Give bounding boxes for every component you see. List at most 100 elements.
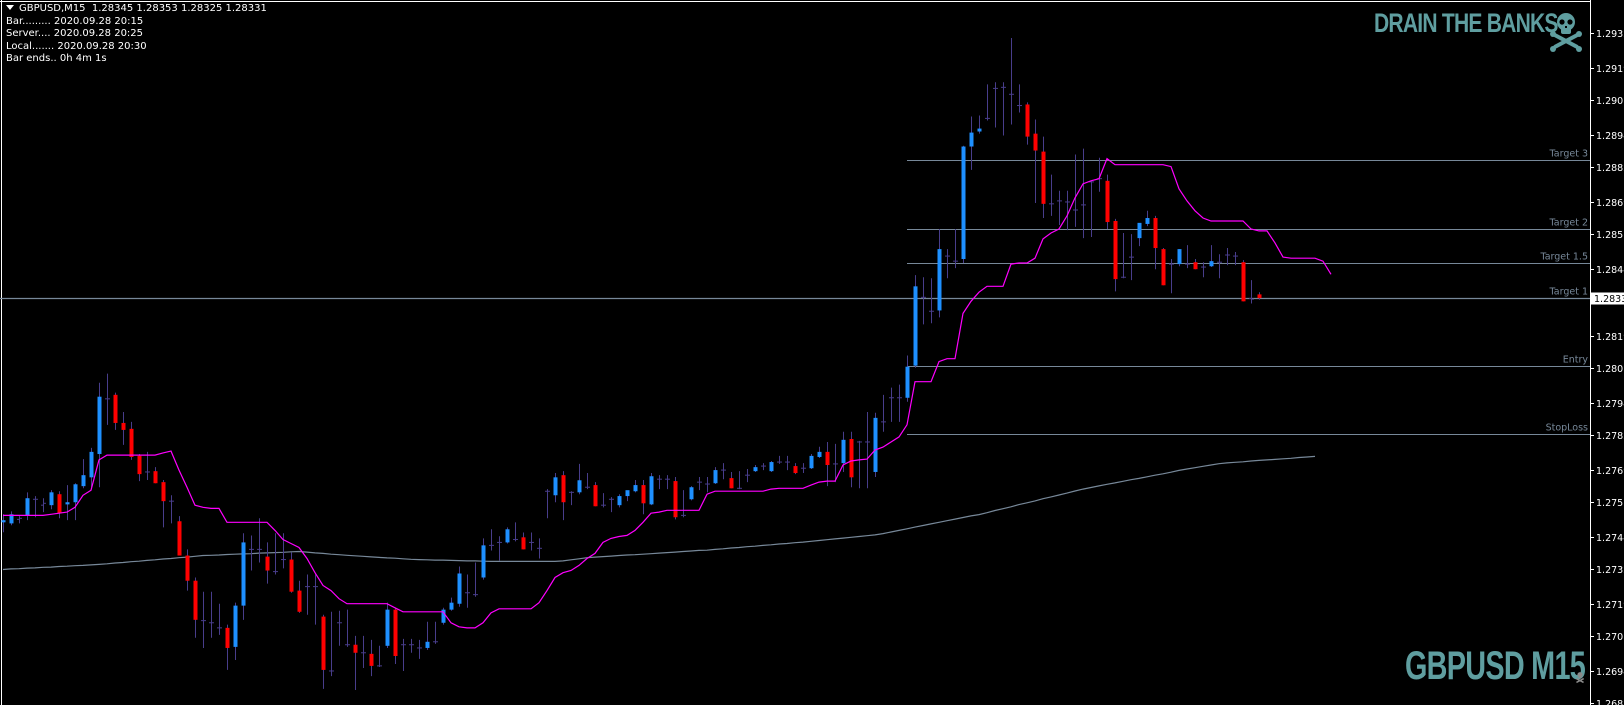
candle xyxy=(369,639,374,677)
candle xyxy=(729,471,734,489)
candle xyxy=(1153,215,1158,270)
bear-candle-body xyxy=(1241,262,1246,302)
candle xyxy=(897,384,902,422)
bar-time: Bar......... 2020.09.28 20:15 xyxy=(6,15,144,27)
bull-candle-body xyxy=(913,286,918,366)
candle xyxy=(177,516,182,556)
candle xyxy=(305,574,310,615)
candle xyxy=(1233,252,1238,266)
bull-candle-body xyxy=(689,487,694,500)
symbol-row[interactable]: GBPUSD,M15 1.28345 1.28353 1.28325 1.283… xyxy=(6,3,267,16)
candle xyxy=(601,493,606,508)
candle xyxy=(593,482,598,507)
skull-small-icon xyxy=(1575,672,1585,684)
candle xyxy=(1137,222,1142,247)
bull-candle-body xyxy=(769,462,774,472)
bull-candle-body xyxy=(625,490,630,497)
candle xyxy=(1169,259,1174,294)
candle xyxy=(441,607,446,625)
level-label: StopLoss xyxy=(1546,423,1588,434)
candle xyxy=(873,412,878,478)
price-axis[interactable]: 1.2932 1.2919 1.2907 1.2894 1.2882 1.2869 1.28… xyxy=(1590,29,1624,705)
candle xyxy=(81,459,86,489)
candle xyxy=(793,463,798,475)
candle xyxy=(1041,136,1046,219)
bear-candle-body xyxy=(321,616,326,670)
candle xyxy=(777,455,782,464)
candle xyxy=(385,602,390,648)
bull-candle-body xyxy=(441,609,446,623)
candle xyxy=(473,562,478,597)
axis-tick-label: 1.2707 xyxy=(1596,632,1624,643)
candle xyxy=(409,638,414,653)
candle xyxy=(673,477,678,520)
candle xyxy=(1225,248,1230,266)
candle xyxy=(985,84,990,121)
bear-candle-body xyxy=(369,653,374,666)
candle xyxy=(625,490,630,502)
candle xyxy=(41,498,46,513)
chart-info-panel: GBPUSD,M15 1.28345 1.28353 1.28325 1.283… xyxy=(6,3,267,66)
candle xyxy=(433,621,438,644)
candle xyxy=(1145,210,1150,227)
candle xyxy=(497,536,502,561)
bull-candle-body xyxy=(633,485,638,492)
candle xyxy=(145,451,150,480)
candle xyxy=(929,278,934,324)
bear-candle-body xyxy=(641,485,646,504)
candle xyxy=(1065,190,1070,231)
candle xyxy=(297,580,302,613)
trailing-stop-line xyxy=(3,157,1332,629)
candle xyxy=(1017,84,1022,113)
candle xyxy=(689,486,694,501)
skull-and-crossbones-icon xyxy=(1550,13,1582,52)
bear-candle-body xyxy=(1161,249,1166,286)
candle xyxy=(49,490,54,510)
candle xyxy=(121,411,126,445)
bear-candle-body xyxy=(673,481,678,518)
bull-candle-body xyxy=(649,476,654,505)
candle xyxy=(817,446,822,459)
candle xyxy=(969,116,974,170)
level-label: Target 1.5 xyxy=(1539,252,1588,263)
local-time: Local....... 2020.09.28 20:30 xyxy=(6,40,147,52)
candle xyxy=(345,609,350,647)
candle xyxy=(1129,234,1134,281)
candle xyxy=(1049,174,1054,216)
bull-candle-body xyxy=(817,451,822,457)
candle xyxy=(1217,254,1222,279)
candle xyxy=(1,514,6,533)
bull-candle-body xyxy=(1,520,6,523)
axis-tick-label: 1.2744 xyxy=(1596,533,1624,544)
bull-candle-body xyxy=(873,417,878,472)
bull-candle-body xyxy=(905,366,910,398)
axis-tick-label: 1.2882 xyxy=(1596,163,1624,174)
candle xyxy=(721,463,726,480)
moving-average-line xyxy=(2,455,1316,571)
bull-candle-body xyxy=(457,573,462,604)
bull-candle-body xyxy=(449,602,454,610)
dropdown-triangle-icon[interactable] xyxy=(6,5,14,10)
candle xyxy=(1105,174,1110,230)
axis-tick-label: 1.2682 xyxy=(1596,699,1624,705)
axis-tick-label: 1.2857 xyxy=(1596,230,1624,241)
current-price-label: 1.2833 xyxy=(1594,294,1624,305)
axis-tick-label: 1.2844 xyxy=(1596,265,1624,276)
candle xyxy=(169,495,174,524)
bear-candle-body xyxy=(153,471,158,484)
candle xyxy=(937,229,942,318)
bull-candle-body xyxy=(241,542,246,606)
bull-candle-body xyxy=(553,477,558,496)
axis-tick-label: 1.2919 xyxy=(1596,64,1624,75)
axis-tick-label: 1.2769 xyxy=(1596,466,1624,477)
candle xyxy=(529,532,534,551)
bull-candle-body xyxy=(385,609,390,646)
axis-tick-label: 1.2694 xyxy=(1596,667,1624,678)
candle xyxy=(713,467,718,485)
candle xyxy=(257,518,262,563)
candle xyxy=(1033,119,1038,204)
candle xyxy=(769,460,774,472)
candle xyxy=(1057,190,1062,225)
bear-candle-body xyxy=(521,537,526,550)
